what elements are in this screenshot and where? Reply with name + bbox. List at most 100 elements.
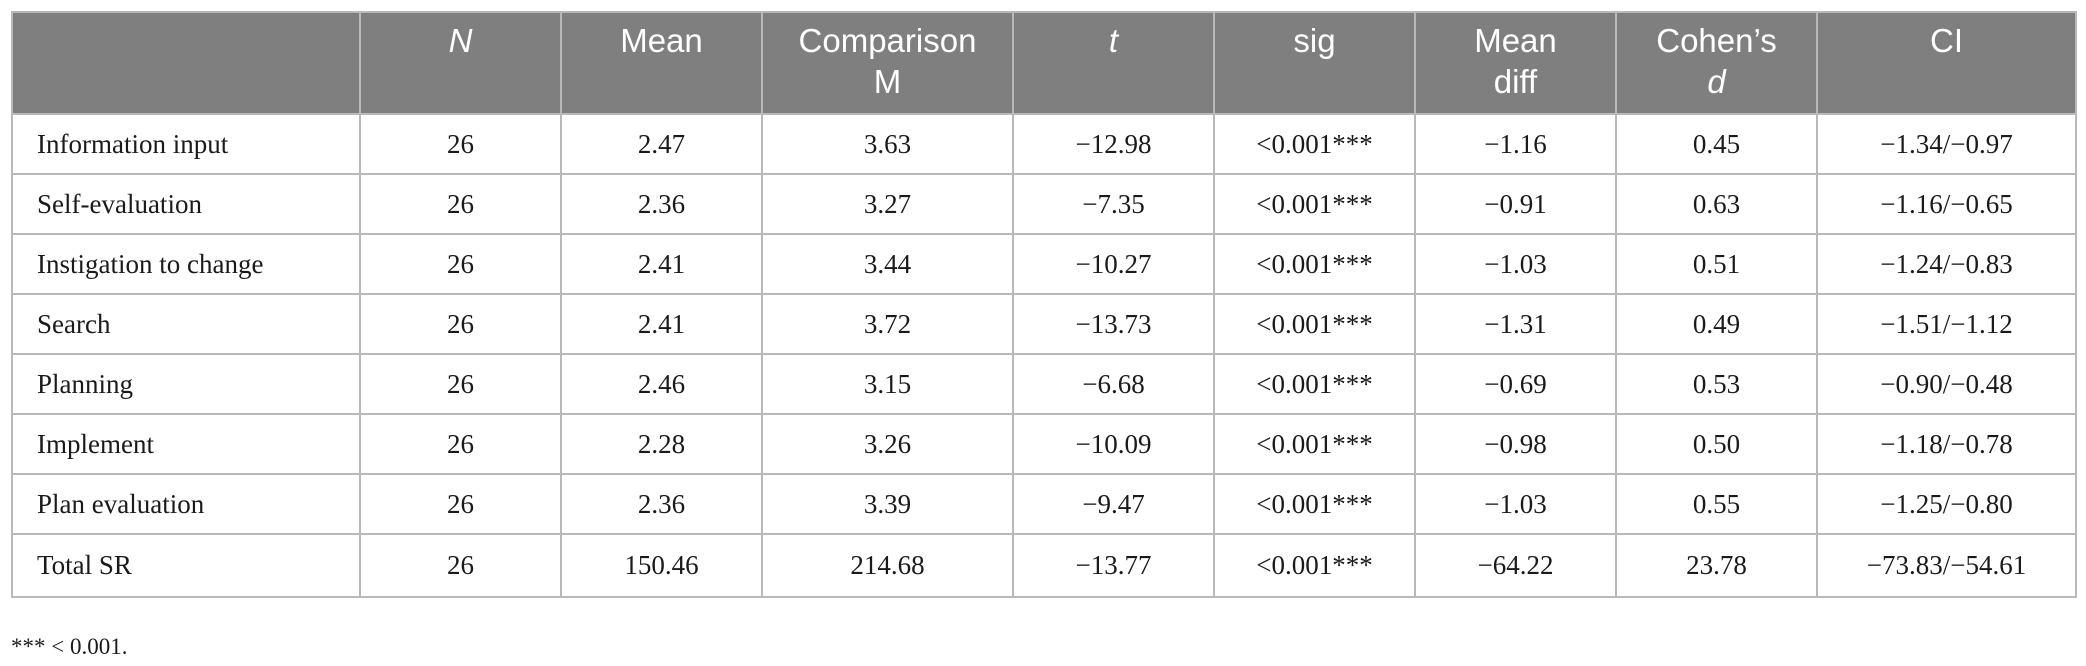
cell-n: 26: [359, 173, 562, 235]
table-row: Instigation to change 26 2.41 3.44 −10.27 <0.…: [11, 233, 2077, 295]
cell-n: 26: [359, 473, 562, 535]
cell-t: −10.27: [1012, 233, 1215, 295]
table-row: Total SR 26 150.46 214.68 −13.77 <0.001*** −64…: [11, 533, 2077, 598]
cell-sig: <0.001***: [1213, 413, 1416, 475]
table-row: Implement 26 2.28 3.26 −10.09 <0.001*** −0.98 0…: [11, 413, 2077, 475]
column-header-mean-diff: Mean diff: [1414, 11, 1617, 115]
row-label-cell: Planning: [11, 353, 361, 415]
column-header-text: t: [1108, 22, 1119, 59]
column-header-n: N: [359, 11, 562, 115]
table-row: Planning 26 2.46 3.15 −6.68 <0.001*** −0.69 0.5…: [11, 353, 2077, 415]
cell-mean: 2.28: [560, 413, 763, 475]
cell-mean-diff: −0.91: [1414, 173, 1617, 235]
cell-mean: 2.41: [560, 293, 763, 355]
cell-comparison-m: 3.44: [761, 233, 1014, 295]
cell-t: −6.68: [1012, 353, 1215, 415]
cell-mean-diff: −1.03: [1414, 233, 1617, 295]
cell-mean: 2.41: [560, 233, 763, 295]
column-header-label: [11, 11, 361, 115]
column-header-text: d: [1707, 63, 1726, 100]
results-table: N Mean Comparison M t sig Mean diff Cohen’s d CI I…: [11, 11, 2077, 598]
cell-ci: −1.25/−0.80: [1816, 473, 2077, 535]
cell-mean: 2.36: [560, 473, 763, 535]
column-header-ci: CI: [1816, 11, 2077, 115]
row-label-cell: Plan evaluation: [11, 473, 361, 535]
row-label-cell: Information input: [11, 113, 361, 175]
row-label-cell: Implement: [11, 413, 361, 475]
column-header-text: N: [448, 22, 473, 59]
row-label-cell: Search: [11, 293, 361, 355]
cell-sig: <0.001***: [1213, 293, 1416, 355]
cell-comparison-m: 3.63: [761, 113, 1014, 175]
column-header-text: Comparison: [798, 22, 977, 59]
cell-n: 26: [359, 293, 562, 355]
cell-comparison-m: 3.72: [761, 293, 1014, 355]
cell-comparison-m: 3.27: [761, 173, 1014, 235]
cell-sig: <0.001***: [1213, 533, 1416, 598]
cell-sig: <0.001***: [1213, 113, 1416, 175]
cell-t: −13.73: [1012, 293, 1215, 355]
cell-t: −10.09: [1012, 413, 1215, 475]
cell-ci: −1.18/−0.78: [1816, 413, 2077, 475]
cell-ci: −0.90/−0.48: [1816, 353, 2077, 415]
cell-t: −12.98: [1012, 113, 1215, 175]
cell-mean: 150.46: [560, 533, 763, 598]
column-header-text: Mean: [620, 22, 703, 59]
cell-cohens-d: 0.45: [1615, 113, 1818, 175]
cell-mean: 2.46: [560, 353, 763, 415]
column-header-text: CI: [1930, 22, 1963, 59]
cell-comparison-m: 3.15: [761, 353, 1014, 415]
cell-n: 26: [359, 353, 562, 415]
cell-n: 26: [359, 113, 562, 175]
cell-cohens-d: 23.78: [1615, 533, 1818, 598]
cell-sig: <0.001***: [1213, 173, 1416, 235]
column-header-sig: sig: [1213, 11, 1416, 115]
cell-n: 26: [359, 233, 562, 295]
column-header-t: t: [1012, 11, 1215, 115]
cell-mean-diff: −0.69: [1414, 353, 1617, 415]
cell-mean-diff: −1.16: [1414, 113, 1617, 175]
column-header-text: sig: [1293, 22, 1336, 59]
row-label-cell: Total SR: [11, 533, 361, 598]
cell-mean: 2.36: [560, 173, 763, 235]
table-row: Information input 26 2.47 3.63 −12.98 <0.001*…: [11, 113, 2077, 175]
cell-comparison-m: 3.26: [761, 413, 1014, 475]
cell-cohens-d: 0.49: [1615, 293, 1818, 355]
cell-t: −13.77: [1012, 533, 1215, 598]
cell-cohens-d: 0.63: [1615, 173, 1818, 235]
cell-n: 26: [359, 533, 562, 598]
table-row: Search 26 2.41 3.72 −13.73 <0.001*** −1.31 0.49…: [11, 293, 2077, 355]
cell-n: 26: [359, 413, 562, 475]
cell-mean-diff: −1.03: [1414, 473, 1617, 535]
row-label-cell: Self-evaluation: [11, 173, 361, 235]
cell-mean-diff: −0.98: [1414, 413, 1617, 475]
column-header-mean: Mean: [560, 11, 763, 115]
row-label-cell: Instigation to change: [11, 233, 361, 295]
cell-t: −7.35: [1012, 173, 1215, 235]
cell-ci: −1.24/−0.83: [1816, 233, 2077, 295]
column-header-comparison-m: Comparison M: [761, 11, 1014, 115]
column-header-text: Cohen’s: [1656, 22, 1777, 59]
cell-t: −9.47: [1012, 473, 1215, 535]
column-header-text: diff: [1493, 63, 1538, 100]
table-row: Self-evaluation 26 2.36 3.27 −7.35 <0.001*** −…: [11, 173, 2077, 235]
column-header-cohens-d: Cohen’s d: [1615, 11, 1818, 115]
table-row: Plan evaluation 26 2.36 3.39 −9.47 <0.001*** −…: [11, 473, 2077, 535]
cell-cohens-d: 0.51: [1615, 233, 1818, 295]
cell-cohens-d: 0.55: [1615, 473, 1818, 535]
cell-comparison-m: 214.68: [761, 533, 1014, 598]
cell-ci: −1.34/−0.97: [1816, 113, 2077, 175]
cell-ci: −1.16/−0.65: [1816, 173, 2077, 235]
cell-comparison-m: 3.39: [761, 473, 1014, 535]
table-header-row: N Mean Comparison M t sig Mean diff Cohen’s d CI: [11, 11, 2077, 115]
cell-cohens-d: 0.50: [1615, 413, 1818, 475]
cell-sig: <0.001***: [1213, 353, 1416, 415]
column-header-text: Mean: [1474, 22, 1557, 59]
cell-sig: <0.001***: [1213, 233, 1416, 295]
cell-mean-diff: −1.31: [1414, 293, 1617, 355]
results-table-container: N Mean Comparison M t sig Mean diff Cohen’s d CI I…: [11, 11, 2077, 598]
cell-ci: −1.51/−1.12: [1816, 293, 2077, 355]
cell-sig: <0.001***: [1213, 473, 1416, 535]
cell-mean: 2.47: [560, 113, 763, 175]
table-footnote: *** < 0.001.: [11, 634, 128, 659]
